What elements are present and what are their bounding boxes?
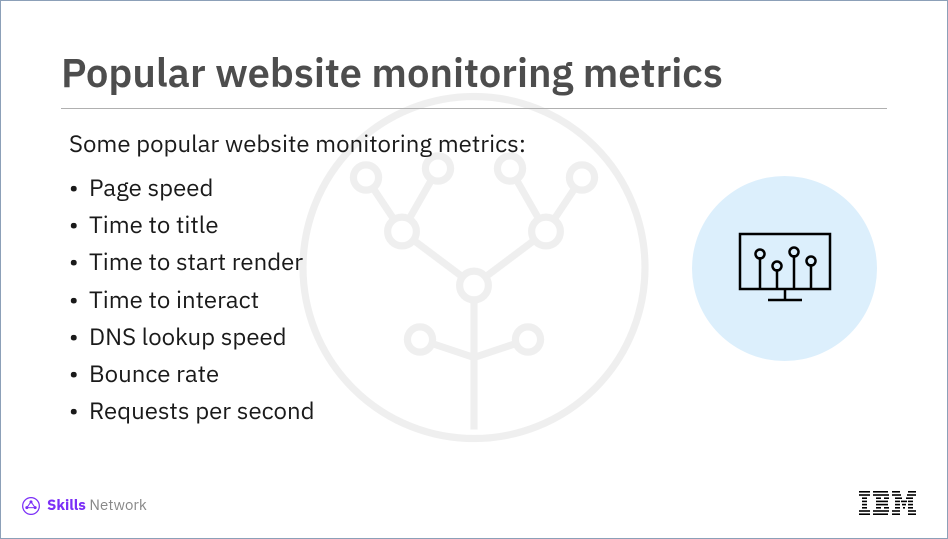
skills-network-brand: Skills Network [21,496,147,516]
slide-subtitle: Some popular website monitoring metrics: [69,127,887,159]
list-item: Requests per second [69,392,887,429]
monitoring-illustration [692,176,877,361]
ibm-logo [859,491,917,520]
monitor-chart-icon [735,229,835,309]
skills-label-bold: Skills [47,496,86,515]
skills-label-light: Network [89,496,146,515]
skills-network-icon [21,496,41,516]
slide-footer: Skills Network [1,491,947,520]
skills-network-text: Skills Network [47,496,147,515]
slide-title: Popular website monitoring metrics [61,46,887,109]
illustration-circle-bg [692,176,877,361]
